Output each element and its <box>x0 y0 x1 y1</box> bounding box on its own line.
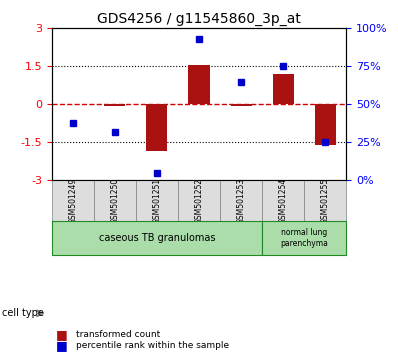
Text: caseous TB granulomas: caseous TB granulomas <box>99 233 215 243</box>
Bar <box>315 104 336 145</box>
FancyBboxPatch shape <box>178 181 220 221</box>
FancyBboxPatch shape <box>304 181 346 221</box>
Bar <box>273 74 294 104</box>
Text: GSM501249: GSM501249 <box>68 178 77 224</box>
Text: normal lung
parenchyma: normal lung parenchyma <box>280 228 328 248</box>
FancyBboxPatch shape <box>220 181 262 221</box>
Text: percentile rank within the sample: percentile rank within the sample <box>76 341 229 350</box>
Text: cell type: cell type <box>2 308 44 318</box>
Bar <box>146 104 168 151</box>
Text: GSM501255: GSM501255 <box>321 178 330 224</box>
Text: GSM501251: GSM501251 <box>152 178 162 224</box>
Text: ■: ■ <box>56 328 68 341</box>
Text: transformed count: transformed count <box>76 330 160 339</box>
Text: GSM501253: GSM501253 <box>236 178 246 224</box>
FancyBboxPatch shape <box>262 221 346 255</box>
FancyBboxPatch shape <box>52 221 262 255</box>
Title: GDS4256 / g11545860_3p_at: GDS4256 / g11545860_3p_at <box>97 12 301 26</box>
Bar <box>104 104 125 106</box>
FancyBboxPatch shape <box>94 181 136 221</box>
Text: GSM501252: GSM501252 <box>195 178 203 224</box>
Text: GSM501250: GSM501250 <box>110 178 119 224</box>
Bar <box>189 65 209 104</box>
Text: GSM501254: GSM501254 <box>279 178 288 224</box>
Text: ■: ■ <box>56 339 68 352</box>
FancyBboxPatch shape <box>52 181 94 221</box>
FancyBboxPatch shape <box>262 181 304 221</box>
Bar <box>230 104 252 106</box>
FancyBboxPatch shape <box>136 181 178 221</box>
